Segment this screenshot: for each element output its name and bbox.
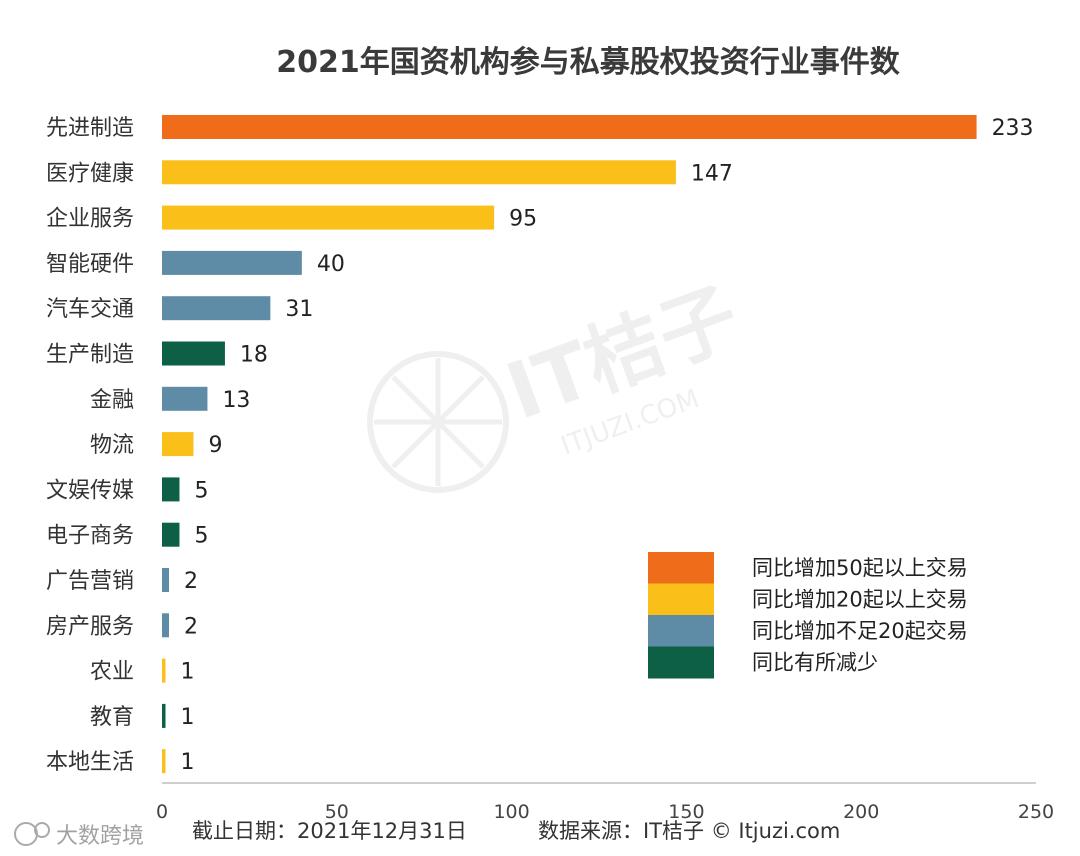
value-label-8: 5 [194,478,208,503]
value-label-11: 2 [184,614,198,639]
value-label-3: 40 [317,252,345,277]
bar-12 [162,658,166,683]
x-tick-5: 250 [1018,801,1054,823]
value-label-7: 9 [208,433,222,458]
bars-layer [162,115,977,774]
x-tick-2: 100 [493,801,529,823]
bar-13 [162,703,166,728]
x-tick-labels-layer: 0 50 100 150 200 250 [156,801,1054,823]
chart-title: 2021年国资机构参与私募股权投资行业事件数 [276,45,900,80]
x-tick-0: 0 [156,801,168,823]
bar-11 [162,613,169,638]
value-label-5: 18 [240,343,268,368]
bar-2 [162,205,495,230]
legend-label-2: 同比增加不足20起交易 [752,619,968,643]
bar-6 [162,386,208,411]
value-label-1: 147 [691,161,733,186]
legend-swatch-2 [648,615,714,647]
category-label-13: 教育 [90,705,134,730]
category-label-12: 农业 [90,660,134,685]
legend-swatch-0 [648,552,714,584]
value-label-13: 1 [180,705,194,730]
category-label-11: 房产服务 [46,614,134,639]
category-label-8: 文娱传媒 [46,478,134,503]
value-label-12: 1 [180,660,194,685]
x-tick-4: 200 [843,801,879,823]
bar-5 [162,341,225,366]
corner-watermark: 大数跨境 [14,822,144,849]
category-label-9: 电子商务 [46,524,134,549]
x-tick-3: 150 [668,801,704,823]
value-label-14: 1 [180,750,194,775]
footer-source: 数据来源：IT桔子 © Itjuzi.com [538,819,840,843]
legend-swatch-3 [648,646,714,679]
value-label-9: 5 [194,524,208,549]
corner-watermark-text: 大数跨境 [56,824,144,849]
bar-14 [162,749,166,774]
legend-label-3: 同比有所减少 [752,651,878,675]
bar-9 [162,522,180,547]
legend-swatch-1 [648,583,714,616]
bar-4 [162,296,271,321]
category-label-2: 企业服务 [46,207,134,232]
value-label-2: 95 [509,207,537,232]
category-label-6: 金融 [90,388,134,413]
legend-label-0: 同比增加50起以上交易 [752,556,968,580]
category-label-1: 医疗健康 [46,161,134,186]
bar-8 [162,477,180,502]
legend-label-1: 同比增加20起以上交易 [752,588,968,612]
value-label-6: 13 [222,388,250,413]
bar-3 [162,250,302,275]
category-label-4: 汽车交通 [46,297,134,322]
category-label-0: 先进制造 [46,116,134,141]
bar-7 [162,432,194,457]
bar-1 [162,160,676,185]
category-label-7: 物流 [90,433,134,458]
watermark-logo-icon [367,351,509,493]
category-labels-layer: 先进制造医疗健康企业服务智能硬件汽车交通生产制造金融物流文娱传媒电子商务广告营销… [46,116,134,775]
value-label-10: 2 [184,569,198,594]
bar-10 [162,568,169,592]
category-label-5: 生产制造 [46,343,134,368]
x-tick-1: 50 [325,801,349,823]
bar-0 [162,115,977,139]
category-label-3: 智能硬件 [46,252,134,277]
value-label-4: 31 [285,297,313,322]
value-label-0: 233 [992,116,1034,141]
category-label-14: 本地生活 [46,750,134,775]
footer-date: 截止日期：2021年12月31日 [192,819,467,843]
category-label-10: 广告营销 [46,569,134,594]
